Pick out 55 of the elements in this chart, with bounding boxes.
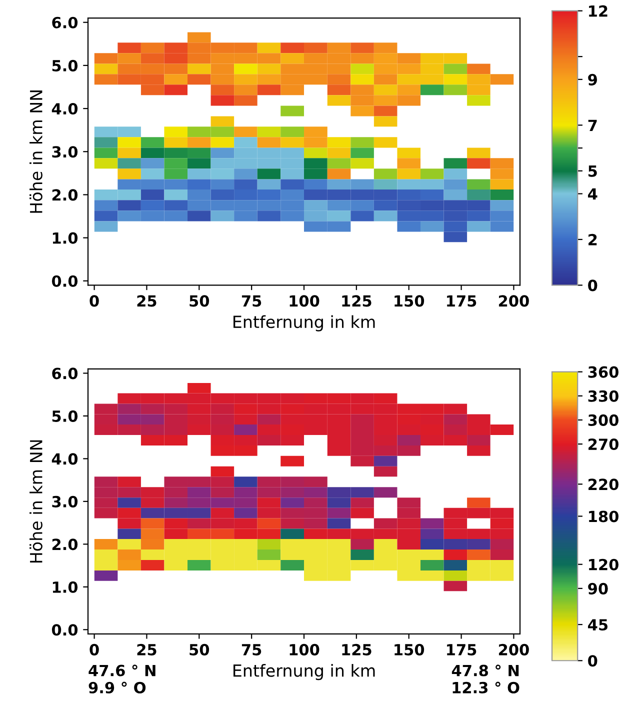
text: 47.6 ° N 9.9 ° O [88,664,156,694]
y-tick-label: 4.0 [52,103,78,115]
x-tick-label: 175 [447,644,476,656]
y-axis-title: Höhe in km NN [30,90,42,213]
y-tick-label: 1.0 [52,581,78,593]
y-tick-label: 4.0 [52,453,78,465]
x-tick-label: 150 [394,644,424,656]
x-tick-label: 25 [137,644,156,656]
y-tick-label: 6.0 [52,368,78,380]
x-tick-label: 125 [342,295,372,307]
y-tick-label: 2.0 [52,189,78,201]
x-tick-label: 200 [498,295,529,307]
color-bar-label: 90 [588,582,608,594]
x-tick-label: 75 [242,295,262,307]
x-tick-label: 0 [90,295,99,307]
y-axis-title: Höhe in km NN [30,440,42,563]
color-bar-label: 300 [588,414,618,426]
x-axis-title: Entfernung in km [234,315,375,332]
x-tick-label: 50 [190,295,210,307]
color-bar-label: 7 [588,120,597,131]
color-bar-label: 220 [588,478,618,490]
x-axis-title: Entfernung in km [234,664,375,680]
x-tick-label: 100 [290,295,320,307]
color-bar-label: 5 [588,166,597,177]
color-bar-label: 9 [588,74,597,86]
x-tick-label: 175 [447,295,476,307]
color-bar-label: 45 [588,619,608,631]
color-bar-label: 180 [589,510,618,522]
color-bar-label: 2 [588,234,597,246]
y-tick-label: 3.0 [52,496,78,508]
x-tick-label: 25 [137,295,156,307]
x-tick-label: 0 [90,644,99,656]
y-tick-label: 5.0 [52,60,78,72]
x-tick-label: 50 [190,644,210,656]
color-bar-label: 120 [589,558,618,570]
color-bar-label: 330 [588,390,618,402]
x-tick-label: 75 [242,644,262,656]
color-bar-label: 0 [588,655,598,667]
y-tick-label: 3.0 [52,146,78,158]
x-tick-label: 200 [498,644,529,656]
y-tick-label: 0.0 [52,275,78,287]
text: 47.8 ° N 12.3 ° O [452,664,520,694]
y-tick-label: 5.0 [52,410,78,422]
color-bar-label: 12 [589,5,608,17]
color-bar-label: 270 [588,438,618,450]
y-tick-label: 1.0 [52,232,78,244]
color-bar-label: 0 [588,280,598,292]
y-tick-label: 6.0 [52,16,78,28]
x-tick-label: 100 [290,644,320,656]
color-bar-label: 360 [588,366,618,378]
y-tick-label: 0.0 [52,624,78,636]
x-tick-label: 125 [342,644,372,656]
x-tick-label: 150 [394,295,424,307]
y-tick-label: 2.0 [52,538,78,550]
color-bar-label: 4 [588,188,598,200]
